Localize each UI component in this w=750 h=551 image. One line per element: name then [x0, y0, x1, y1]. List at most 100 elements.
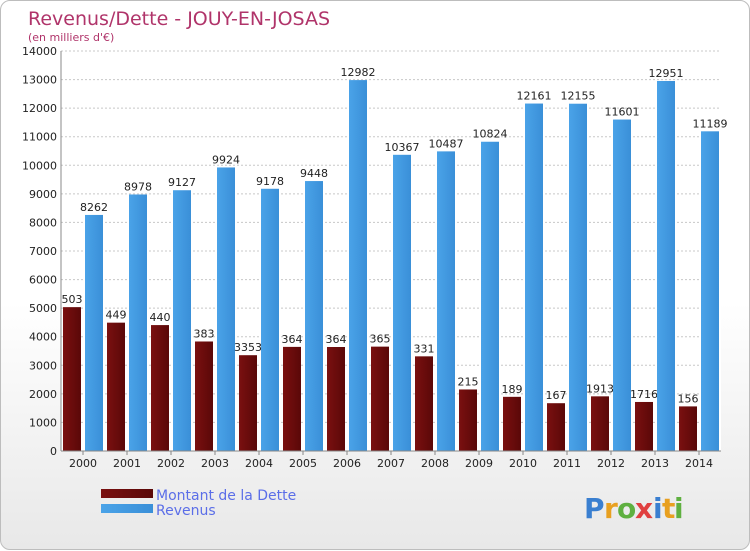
bar-debt-2007 [371, 346, 389, 451]
y-tick-label: 0 [50, 445, 57, 458]
value-label-revenue-2002: 9127 [168, 176, 196, 189]
logo-letter-o: o [617, 492, 636, 525]
y-tick-label: 13000 [22, 74, 57, 87]
value-label-debt-2000: 503 [62, 293, 83, 306]
logo-letter-t: t [662, 492, 675, 525]
x-tick-label-2006: 2006 [333, 457, 361, 470]
value-label-revenue-2006: 12982 [341, 66, 376, 79]
y-tick-label: 9000 [29, 188, 57, 201]
chart-subtitle: (en milliers d'€) [28, 31, 114, 44]
x-tick-label-2001: 2001 [113, 457, 141, 470]
bar-debt-2006 [327, 347, 345, 451]
value-label-debt-2009: 215 [458, 375, 479, 388]
y-tick-label: 12000 [22, 102, 57, 115]
y-tick-label: 7000 [29, 245, 57, 258]
bar-revenue-2006 [349, 80, 367, 451]
y-tick-label: 10000 [22, 159, 57, 172]
y-tick-label: 5000 [29, 302, 57, 315]
bar-revenue-2007 [393, 154, 411, 452]
bar-revenue-2002 [173, 190, 191, 451]
y-tick-label: 11000 [22, 131, 57, 144]
grid [61, 50, 721, 452]
bar-revenue-2013 [657, 80, 675, 451]
legend-swatch-revenue [101, 504, 153, 513]
value-label-debt-2003: 383 [194, 327, 215, 340]
y-tick-label: 1000 [29, 416, 57, 429]
bar-revenue-2008 [437, 151, 455, 451]
x-tick-label-2004: 2004 [245, 457, 273, 470]
x-tick-label-2012: 2012 [597, 457, 625, 470]
bar-debt-2003 [195, 341, 213, 451]
x-tick-label-2014: 2014 [685, 457, 713, 470]
y-tick-label: 3000 [29, 359, 57, 372]
bar-revenue-2000 [85, 214, 103, 451]
value-label-debt-2011: 167 [546, 389, 567, 402]
logo-letter-r: r [604, 492, 618, 525]
value-label-debt-2002: 440 [150, 311, 171, 324]
value-label-revenue-2009: 10824 [473, 128, 508, 141]
value-label-revenue-2012: 11601 [605, 106, 640, 119]
bar-debt-2012 [591, 396, 609, 451]
value-label-debt-2013: 1716 [630, 388, 658, 401]
value-label-debt-2005: 364 [282, 333, 303, 346]
chart-title: Revenus/Dette - JOUY-EN-JOSAS [28, 8, 330, 30]
bar-debt-2010 [503, 396, 521, 451]
y-tick-label: 6000 [29, 274, 57, 287]
x-tick-label-2010: 2010 [509, 457, 537, 470]
legend-label-revenue: Revenus [156, 503, 216, 519]
bar-revenue-2003 [217, 167, 235, 451]
x-tick-label-2005: 2005 [289, 457, 317, 470]
logo-letter-i1: i [653, 492, 663, 525]
legend: Montant de la Dette Revenus [101, 488, 296, 519]
bar-revenue-2014 [701, 131, 719, 452]
bar-revenue-2010 [525, 103, 543, 452]
value-label-revenue-2003: 9924 [212, 153, 240, 166]
x-tick-label-2013: 2013 [641, 457, 669, 470]
bar-debt-2014 [679, 406, 697, 451]
legend-swatch-debt [101, 489, 153, 498]
x-tick-label-2000: 2000 [69, 457, 97, 470]
bar-revenue-2011 [569, 103, 587, 451]
value-label-debt-2007: 365 [370, 333, 391, 346]
x-tick-label-2011: 2011 [553, 457, 581, 470]
bar-debt-2001 [107, 322, 125, 451]
bar-debt-2000 [63, 307, 81, 451]
y-tick-label: 14000 [22, 45, 57, 58]
value-label-revenue-2000: 8262 [80, 201, 108, 214]
bar-revenue-2009 [481, 141, 499, 451]
value-label-revenue-2005: 9448 [300, 167, 328, 180]
x-tick-label-2008: 2008 [421, 457, 449, 470]
bar-debt-2005 [283, 346, 301, 451]
value-label-revenue-2014: 11189 [693, 117, 728, 130]
value-label-revenue-2001: 8978 [124, 180, 152, 193]
x-tick-label-2002: 2002 [157, 457, 185, 470]
value-label-debt-2010: 189 [502, 383, 523, 396]
x-tick-label-2007: 2007 [377, 457, 405, 470]
proxiti-logo: P r o x i t i [584, 492, 684, 525]
logo-letter-p: P [584, 492, 605, 525]
bar-revenue-2001 [129, 194, 147, 451]
value-label-debt-2006: 364 [326, 333, 347, 346]
value-label-debt-2008: 331 [414, 342, 435, 355]
legend-label-debt: Montant de la Dette [156, 488, 296, 504]
logo-letter-x: x [635, 492, 653, 525]
bars: 503 8262 449 8978 440 9127 383 9924 3353 9178 364 9… [62, 66, 728, 452]
value-label-revenue-2010: 12161 [517, 90, 552, 103]
bar-debt-2013 [635, 401, 653, 451]
bar-revenue-2012 [613, 119, 631, 452]
value-label-debt-2001: 449 [106, 309, 127, 322]
bar-revenue-2005 [305, 181, 323, 452]
bar-debt-2004 [239, 355, 257, 451]
value-label-revenue-2011: 12155 [561, 90, 596, 103]
value-label-debt-2004: 3353 [234, 341, 262, 354]
bar-debt-2011 [547, 403, 565, 451]
bar-debt-2008 [415, 356, 433, 451]
x-tick-label-2009: 2009 [465, 457, 493, 470]
y-tick-label: 8000 [29, 216, 57, 229]
value-label-revenue-2004: 9178 [256, 175, 284, 188]
value-label-revenue-2007: 10367 [385, 141, 420, 154]
bar-debt-2002 [151, 325, 169, 451]
value-label-revenue-2013: 12951 [649, 67, 684, 80]
